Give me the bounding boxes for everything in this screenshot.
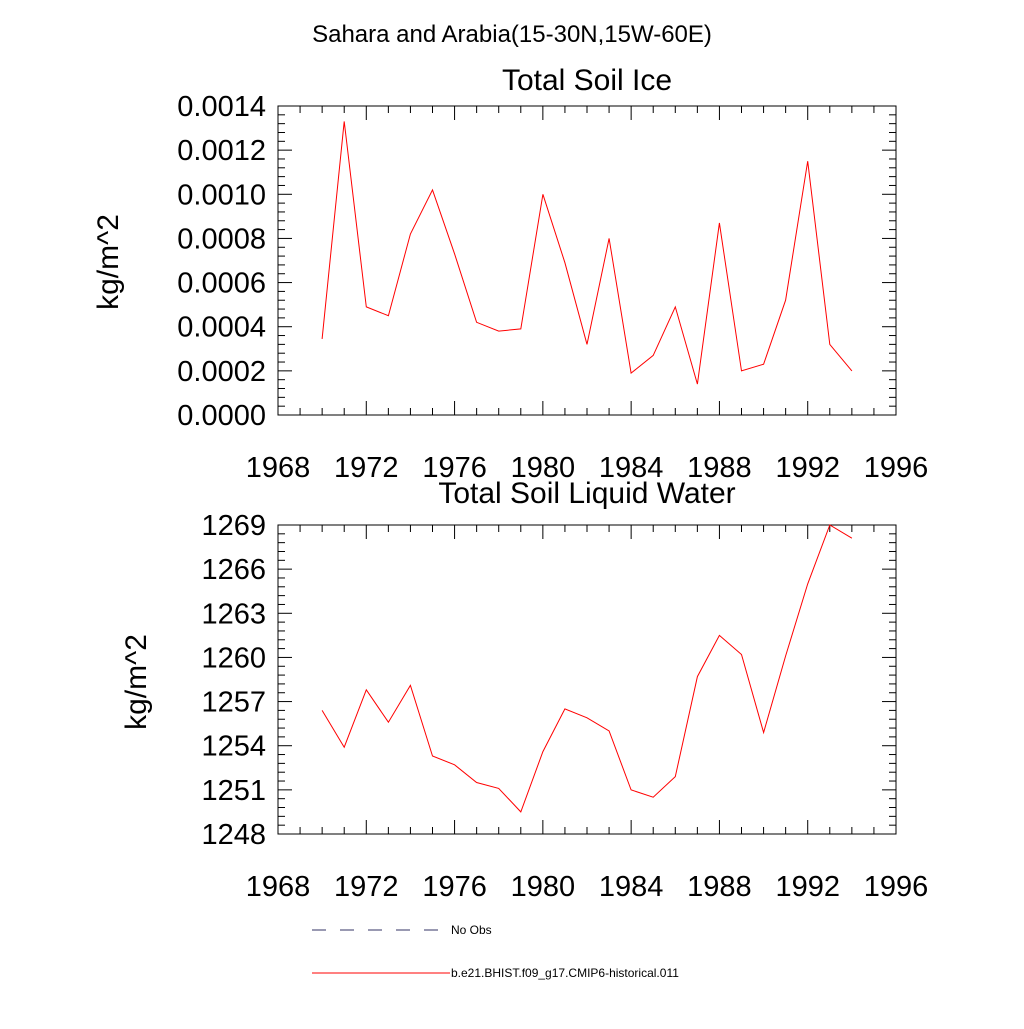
x-tick-label: 1992 <box>775 452 840 484</box>
chart-title-soil-ice: Total Soil Ice <box>502 64 672 97</box>
y-tick-label: 0.0014 <box>177 91 266 123</box>
legend: No Obs b.e21.BHIST.f09_g17.CMIP6-histori… <box>312 923 679 980</box>
x-tick-label: 1996 <box>864 452 929 484</box>
x-tick-label: 1984 <box>599 452 664 484</box>
x-tick-label: 1980 <box>511 452 576 484</box>
x-tick-label: 1968 <box>246 871 311 903</box>
legend-label-historical: b.e21.BHIST.f09_g17.CMIP6-historical.011 <box>451 966 679 980</box>
y-tick-label: 1263 <box>201 598 266 630</box>
page-title: Sahara and Arabia(15-30N,15W-60E) <box>312 21 712 48</box>
y-tick-label: 1257 <box>201 687 266 719</box>
y-tick-label: 1248 <box>201 819 266 851</box>
x-tick-label: 1976 <box>422 871 487 903</box>
y-axis-label-soil-liquid-water: kg/m^2 <box>120 634 153 730</box>
y-tick-label: 1266 <box>201 554 266 586</box>
chart-title-soil-liquid-water: Total Soil Liquid Water <box>438 477 735 510</box>
x-tick-label: 1968 <box>246 452 311 484</box>
plot-frame-soil-liquid-water <box>277 524 897 835</box>
y-tick-label: 0.0008 <box>177 223 266 255</box>
x-tick-label: 1988 <box>687 871 752 903</box>
y-tick-label: 1269 <box>201 510 266 542</box>
y-tick-label: 1254 <box>201 731 266 763</box>
y-tick-label: 0.0004 <box>177 312 266 344</box>
legend-label-no-obs: No Obs <box>451 923 492 937</box>
x-tick-label: 1992 <box>775 871 840 903</box>
x-tick-label: 1972 <box>334 452 399 484</box>
x-tick-label: 1984 <box>599 871 664 903</box>
y-tick-label: 1251 <box>201 775 266 807</box>
x-tick-label: 1996 <box>864 871 929 903</box>
y-axis-label-soil-ice: kg/m^2 <box>92 214 125 310</box>
series-line-soil-liquid-water <box>321 524 853 813</box>
x-tick-label: 1976 <box>422 452 487 484</box>
y-tick-label: 0.0012 <box>177 135 266 167</box>
x-tick-label: 1972 <box>334 871 399 903</box>
chart-panel-soil-ice: Total Soil Ice kg/m^2 1968 1972 1976 1980 19… <box>92 64 928 484</box>
y-tick-label: 0.0000 <box>177 400 266 432</box>
x-tick-label: 1988 <box>687 452 752 484</box>
plot-frame-soil-ice <box>277 105 897 416</box>
series-line-soil-ice <box>321 121 853 385</box>
y-tick-label: 0.0006 <box>177 268 266 300</box>
y-tick-label: 1260 <box>201 642 266 674</box>
x-tick-label: 1980 <box>511 871 576 903</box>
chart-panel-soil-liquid-water: Total Soil Liquid Water kg/m^2 1968 1972 1… <box>120 477 928 903</box>
y-tick-label: 0.0010 <box>177 179 266 211</box>
y-tick-label: 0.0002 <box>177 356 266 388</box>
